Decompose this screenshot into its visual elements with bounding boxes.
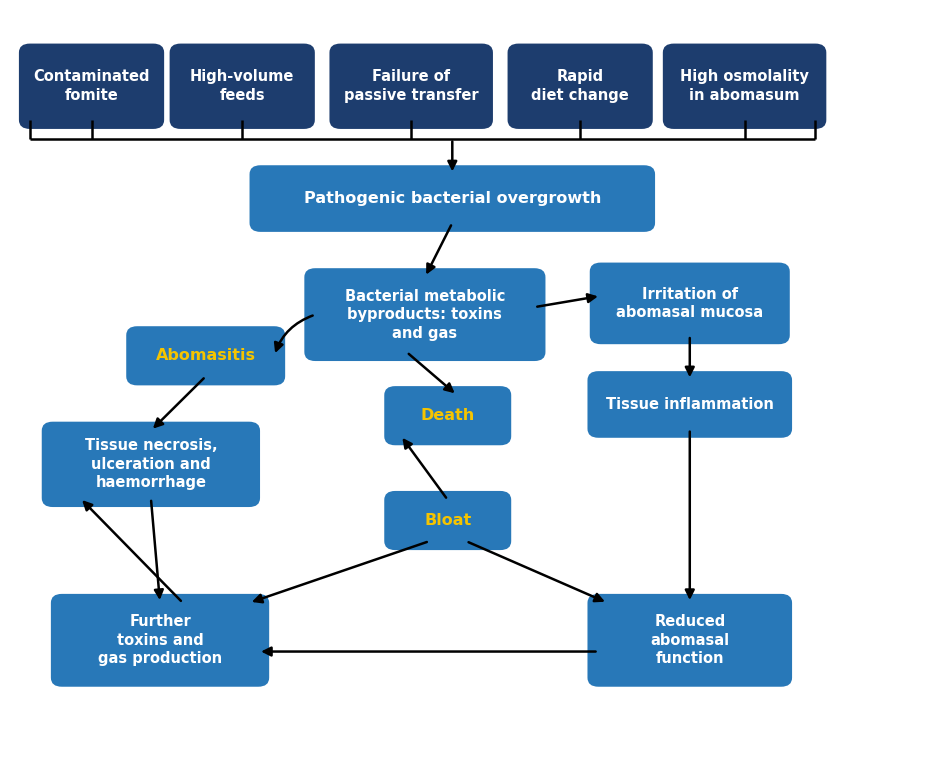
FancyBboxPatch shape <box>329 44 493 129</box>
FancyBboxPatch shape <box>170 44 315 129</box>
Text: Contaminated
fomite: Contaminated fomite <box>34 70 150 103</box>
FancyBboxPatch shape <box>384 386 512 445</box>
FancyBboxPatch shape <box>590 263 789 345</box>
FancyBboxPatch shape <box>126 326 285 385</box>
FancyBboxPatch shape <box>42 422 260 507</box>
FancyBboxPatch shape <box>51 594 269 687</box>
Text: Reduced
abomasal
function: Reduced abomasal function <box>651 614 730 666</box>
FancyBboxPatch shape <box>305 268 545 361</box>
Text: Abomasitis: Abomasitis <box>156 348 255 364</box>
Text: Irritation of
abomasal mucosa: Irritation of abomasal mucosa <box>616 286 763 320</box>
Text: High osmolality
in abomasum: High osmolality in abomasum <box>680 70 809 103</box>
FancyBboxPatch shape <box>663 44 827 129</box>
FancyBboxPatch shape <box>384 491 512 550</box>
Text: Further
toxins and
gas production: Further toxins and gas production <box>98 614 222 666</box>
FancyBboxPatch shape <box>587 371 792 438</box>
Text: Failure of
passive transfer: Failure of passive transfer <box>344 70 478 103</box>
Text: Bacterial metabolic
byproducts: toxins
and gas: Bacterial metabolic byproducts: toxins a… <box>345 289 505 341</box>
Text: High-volume
feeds: High-volume feeds <box>190 70 295 103</box>
Text: Rapid
diet change: Rapid diet change <box>531 70 629 103</box>
Text: Pathogenic bacterial overgrowth: Pathogenic bacterial overgrowth <box>304 191 601 206</box>
FancyBboxPatch shape <box>508 44 652 129</box>
FancyBboxPatch shape <box>587 594 792 687</box>
Text: Tissue necrosis,
ulceration and
haemorrhage: Tissue necrosis, ulceration and haemorrh… <box>85 439 217 490</box>
Text: Bloat: Bloat <box>424 513 472 528</box>
Text: Death: Death <box>420 408 475 423</box>
Text: Tissue inflammation: Tissue inflammation <box>606 397 774 412</box>
FancyBboxPatch shape <box>19 44 164 129</box>
FancyBboxPatch shape <box>250 165 655 232</box>
